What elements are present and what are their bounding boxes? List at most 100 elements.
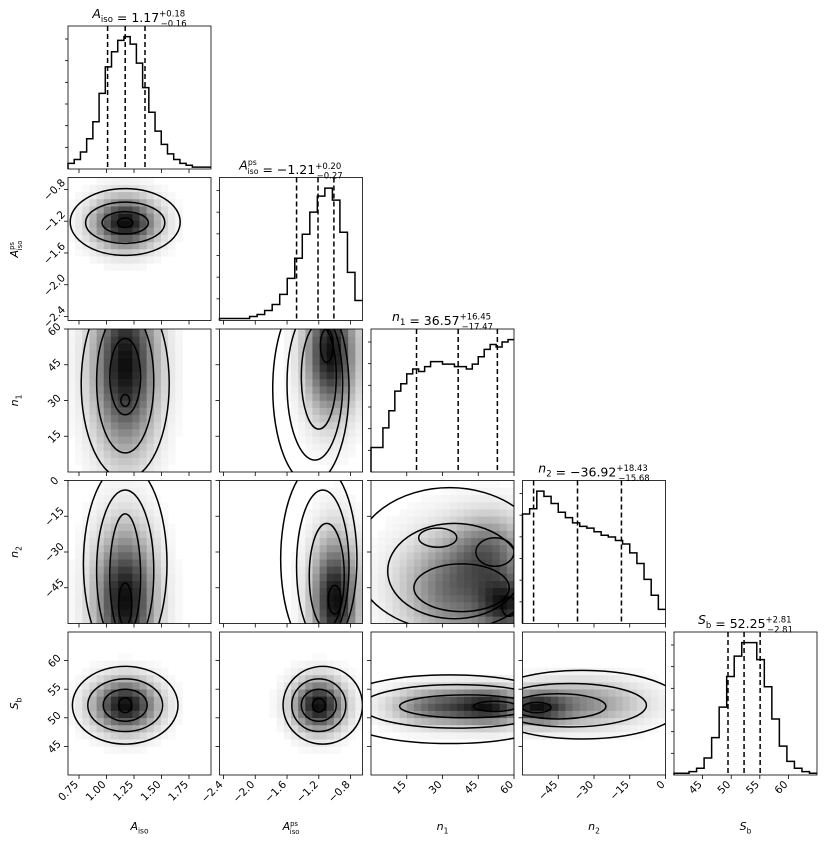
- density-cell: [103, 717, 112, 726]
- density-cell: [392, 559, 400, 567]
- density-cell: [146, 710, 155, 719]
- density-cell: [421, 703, 429, 711]
- density-cell: [139, 587, 147, 596]
- density-cell: [75, 580, 83, 589]
- density-cell: [406, 501, 415, 510]
- density-cell: [103, 480, 112, 488]
- density-cell: [579, 682, 588, 690]
- density-cell: [413, 573, 422, 581]
- density-panel: [68, 653, 183, 754]
- density-cell: [132, 594, 140, 603]
- density-cell: [565, 724, 573, 733]
- density-cell: [463, 573, 472, 581]
- density-cell: [118, 739, 126, 747]
- density-cell: [435, 580, 443, 589]
- density-cell: [341, 552, 349, 560]
- density-cell: [333, 552, 342, 560]
- density-cell: [399, 732, 408, 740]
- density-cell: [118, 213, 126, 221]
- density-cell: [139, 732, 147, 740]
- density-cell: [485, 696, 493, 704]
- contour-line: [109, 337, 142, 416]
- density-cell: [75, 407, 83, 416]
- density-cell: [132, 379, 140, 387]
- density-cell: [392, 523, 400, 531]
- density-cell: [326, 436, 335, 444]
- density-cell: [175, 710, 183, 719]
- density-cell: [636, 689, 645, 697]
- density-cell: [348, 516, 356, 524]
- density-cell: [355, 530, 363, 538]
- density-cell: [118, 480, 126, 488]
- density-cell: [326, 544, 335, 553]
- density-cell: [160, 357, 169, 366]
- density-cell: [118, 464, 126, 472]
- density-cell: [399, 566, 408, 574]
- density-cell: [536, 710, 545, 719]
- density-cell: [499, 552, 508, 560]
- density-cell: [371, 682, 379, 690]
- density-cell: [89, 220, 97, 228]
- density-cell: [333, 746, 342, 754]
- density-cell: [103, 436, 112, 444]
- density-cell: [291, 559, 299, 567]
- density-cell: [175, 573, 183, 581]
- density-cell: [586, 674, 595, 683]
- density-cell: [348, 573, 356, 581]
- density-cell: [132, 523, 140, 531]
- density-cell: [456, 494, 465, 503]
- density-cell: [125, 386, 133, 394]
- density-cell: [551, 682, 559, 690]
- density-cell: [125, 544, 133, 553]
- density-cell: [406, 537, 415, 546]
- density-cell: [89, 450, 97, 458]
- density-cell: [153, 544, 162, 553]
- contour-line: [116, 217, 134, 229]
- density-cell: [153, 724, 162, 733]
- density-cell: [506, 696, 514, 704]
- density-cell: [153, 587, 162, 596]
- density-cell: [160, 407, 169, 416]
- density-cell: [312, 350, 320, 358]
- density-cell: [319, 414, 328, 423]
- density-cell: [75, 566, 83, 574]
- density-cell: [298, 717, 306, 726]
- density-cell: [168, 234, 176, 243]
- density-cell: [312, 602, 320, 610]
- density-cell: [305, 400, 313, 408]
- density-cell: [160, 386, 169, 394]
- density-cell: [471, 674, 479, 683]
- contour-line: [117, 582, 133, 624]
- axes-frame-diag-a_iso_ps: [219, 177, 363, 321]
- density-cell: [298, 400, 306, 408]
- density-cell: [326, 573, 335, 581]
- density-cell: [406, 710, 415, 719]
- density-cell: [110, 544, 119, 553]
- density-cell: [636, 703, 645, 711]
- density-cell: [333, 457, 342, 466]
- density-cell: [68, 329, 76, 337]
- density-cell: [168, 674, 176, 683]
- density-cell: [341, 724, 349, 733]
- density-cell: [118, 516, 126, 524]
- density-cell: [312, 357, 320, 366]
- density-cell: [326, 371, 335, 380]
- density-cell: [392, 710, 400, 719]
- density-cell: [456, 559, 465, 567]
- density-cell: [449, 602, 458, 610]
- density-cell: [75, 400, 83, 408]
- density-cell: [75, 421, 83, 430]
- density-cell: [442, 530, 450, 538]
- density-cell: [132, 667, 140, 676]
- density-cell: [421, 537, 429, 546]
- density-cell: [341, 400, 349, 408]
- density-cell: [168, 594, 176, 603]
- density-cell: [463, 609, 472, 617]
- density-cell: [82, 364, 90, 373]
- density-cell: [153, 464, 162, 472]
- density-cell: [82, 343, 90, 351]
- density-cell: [132, 371, 140, 380]
- density-cell: [68, 587, 76, 596]
- density-cell: [506, 674, 514, 683]
- density-cell: [118, 537, 126, 546]
